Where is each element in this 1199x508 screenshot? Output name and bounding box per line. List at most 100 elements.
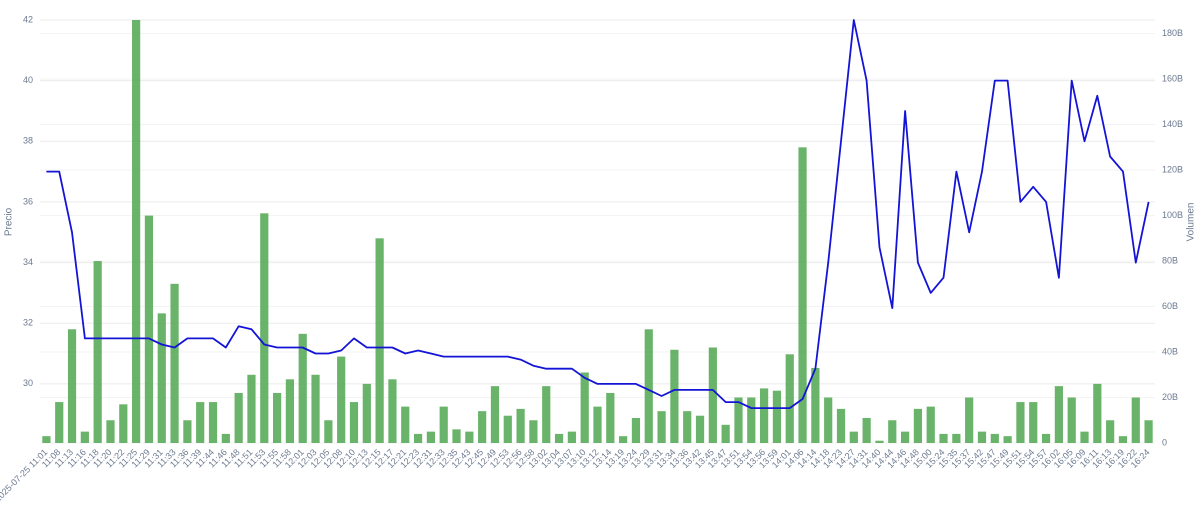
- volume-bar: [439, 406, 448, 443]
- volume-bar: [106, 420, 115, 443]
- volume-bar: [721, 424, 730, 443]
- volume-bar: [426, 431, 435, 443]
- volume-bar: [247, 374, 256, 443]
- y2-tick-label: 80B: [1162, 255, 1178, 265]
- volume-bar: [55, 402, 64, 443]
- volume-bar: [708, 347, 717, 443]
- volume-bar: [144, 215, 154, 443]
- volume-bar: [490, 386, 500, 443]
- volume-bar: [170, 283, 179, 443]
- volume-bar: [683, 411, 692, 443]
- volume-bar: [1054, 386, 1063, 443]
- volume-bar: [516, 408, 525, 443]
- y-tick-label: 40: [23, 75, 33, 85]
- volume-bar: [836, 408, 846, 443]
- volume-bar: [529, 420, 538, 443]
- volume-bar: [631, 417, 641, 443]
- volume-bar: [900, 431, 910, 443]
- volume-bar: [298, 333, 307, 443]
- volume-bar: [119, 404, 128, 443]
- volume-bar: [939, 433, 948, 443]
- volume-bar: [183, 420, 192, 443]
- volume-bar: [785, 354, 794, 443]
- volume-bar: [747, 397, 756, 443]
- y-tick-label: 42: [23, 14, 33, 24]
- volume-bar: [1118, 436, 1128, 443]
- y2-tick-label: 40B: [1162, 346, 1178, 356]
- volume-bar: [1131, 397, 1140, 443]
- volume-bar: [849, 431, 858, 443]
- volume-bar: [324, 420, 333, 443]
- volume-bar: [362, 383, 371, 443]
- volume-bar: [401, 406, 410, 443]
- volume-bar: [67, 329, 77, 443]
- y-tick-label: 38: [23, 136, 33, 146]
- volume-bar: [965, 397, 974, 443]
- volume-bar: [208, 402, 218, 443]
- volume-bar: [811, 367, 820, 443]
- volume-bar: [862, 417, 871, 443]
- y-tick-label: 30: [23, 378, 33, 388]
- y2-tick-label: 160B: [1162, 74, 1183, 84]
- volume-bar: [798, 147, 807, 443]
- volume-bar: [619, 436, 628, 443]
- volume-bar: [1041, 433, 1051, 443]
- price-line: [46, 19, 1150, 409]
- volume-bar: [824, 397, 833, 443]
- volume-bar: [1093, 383, 1102, 443]
- volume-bar: [695, 415, 705, 443]
- volume-bar: [1144, 420, 1153, 443]
- volume-bar: [734, 397, 743, 443]
- volume-bar: [990, 433, 999, 443]
- volume-bar: [1016, 402, 1025, 443]
- volume-bar: [606, 392, 615, 443]
- volume-bar: [1029, 402, 1038, 443]
- volume-bar: [285, 379, 295, 443]
- volume-bar: [760, 388, 769, 443]
- y-tick-label: 36: [23, 196, 33, 206]
- volume-bar: [388, 379, 397, 443]
- y-axis-title: Precio: [4, 207, 15, 236]
- y2-tick-label: 120B: [1162, 164, 1183, 174]
- y2-tick-label: 140B: [1162, 119, 1183, 129]
- volume-bar: [221, 433, 230, 443]
- y2-tick-label: 100B: [1162, 210, 1183, 220]
- volume-bar: [349, 402, 359, 443]
- y2-tick-label: 20B: [1162, 392, 1178, 402]
- volume-bar: [157, 313, 166, 443]
- volume-bar: [272, 392, 282, 443]
- y-tick-label: 34: [23, 257, 33, 267]
- volume-bar: [478, 411, 487, 443]
- volume-bar: [657, 411, 666, 443]
- volume-bar: [465, 431, 474, 443]
- volume-bar: [542, 386, 551, 443]
- volume-bar: [644, 329, 653, 443]
- volume-bar: [1106, 420, 1115, 443]
- y2-tick-label: 0: [1162, 437, 1167, 447]
- volume-bar: [875, 440, 884, 443]
- volume-bar: [952, 433, 961, 443]
- y2-tick-label: 60B: [1162, 301, 1178, 311]
- volume-bar: [132, 20, 141, 443]
- volume-bar: [42, 436, 51, 443]
- volume-bar: [234, 392, 243, 443]
- volume-bar: [196, 402, 205, 443]
- volume-bar: [888, 420, 897, 443]
- volume-bar: [1067, 397, 1076, 443]
- volume-bar: [80, 431, 89, 443]
- volume-bar: [567, 431, 576, 443]
- volume-bar: [926, 406, 935, 443]
- volume-bar: [977, 431, 987, 443]
- volume-bar: [311, 374, 320, 443]
- volume-bar: [772, 390, 782, 443]
- volume-bar: [1003, 436, 1012, 443]
- volume-bar: [670, 349, 679, 443]
- x-tick-label: 2025-07-25 11:01: [0, 447, 50, 504]
- volume-bar: [593, 406, 602, 443]
- y-tick-label: 32: [23, 318, 33, 328]
- volume-bar: [1080, 431, 1089, 443]
- volume-bar: [452, 429, 461, 443]
- volume-bar: [503, 415, 512, 443]
- volume-bar: [913, 408, 923, 443]
